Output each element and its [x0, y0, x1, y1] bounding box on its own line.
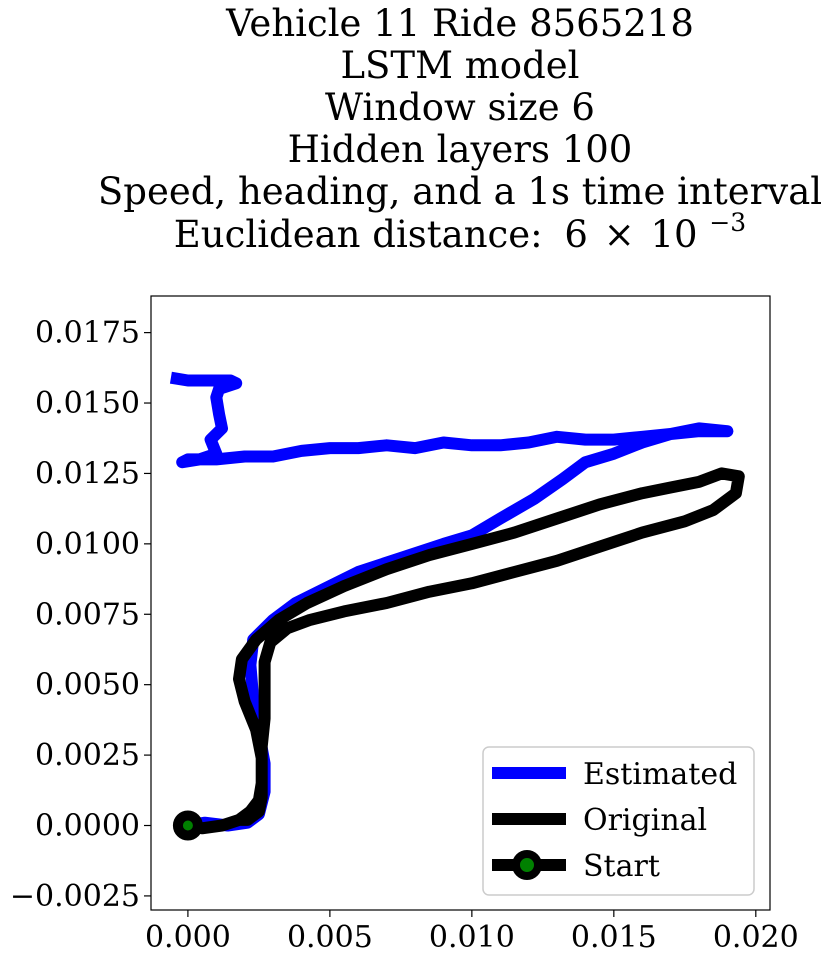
title-line-4: Hidden layers 100 [288, 128, 633, 171]
title-line-2: LSTM model [340, 44, 579, 87]
y-tick-label: 0.0125 [35, 456, 140, 491]
title-line-3: Window size 6 [325, 86, 595, 129]
start-marker [172, 810, 203, 841]
x-tick-label: 0.020 [713, 920, 799, 955]
y-tick-label: 0.0050 [35, 668, 140, 703]
y-axis: −0.0025 0.0000 0.0025 0.0050 0.0075 0.0100 0.0… [10, 316, 151, 914]
series-layer [169, 371, 745, 841]
legend-swatch-start-marker [512, 850, 542, 880]
y-tick-label: −0.0025 [10, 879, 140, 914]
chart-title: Vehicle 11 Ride 8565218 LSTM model Windo… [98, 2, 822, 256]
distance-mantissa: 6 [564, 213, 588, 256]
y-tick-label: 0.0075 [35, 597, 140, 632]
plot-area: 0.000 0.005 0.010 0.015 0.020 −0.0025 0.0000 0… [10, 295, 799, 955]
y-tick-label: 0.0150 [35, 386, 140, 421]
x-tick-label: 0.015 [571, 920, 657, 955]
y-tick-label: 0.0000 [35, 809, 140, 844]
distance-times: × [604, 213, 635, 256]
legend-frame [482, 746, 755, 896]
title-line-distance: Euclidean distance: 6 × 10 −3 [174, 208, 746, 256]
x-tick-label: 0.000 [145, 920, 231, 955]
distance-exponent: −3 [709, 208, 746, 237]
title-line-1: Vehicle 11 Ride 8565218 [225, 2, 694, 45]
distance-base: 10 [650, 213, 697, 256]
y-tick-label: 0.0025 [35, 738, 140, 773]
legend-label-original: Original [583, 803, 707, 838]
legend-label-start: Start [583, 849, 660, 884]
legend: Estimated Original Start [482, 746, 755, 896]
y-tick-label: 0.0100 [35, 527, 140, 562]
original-trajectory [186, 467, 745, 835]
distance-label: Euclidean distance: [174, 213, 543, 256]
title-line-5: Speed, heading, and a 1s time interval [98, 170, 822, 213]
x-tick-label: 0.005 [287, 920, 373, 955]
x-axis: 0.000 0.005 0.010 0.015 0.020 [145, 910, 799, 955]
plot-frame [150, 295, 771, 911]
x-tick-label: 0.010 [429, 920, 515, 955]
y-tick-label: 0.0175 [35, 316, 140, 351]
legend-label-estimated: Estimated [583, 757, 737, 792]
